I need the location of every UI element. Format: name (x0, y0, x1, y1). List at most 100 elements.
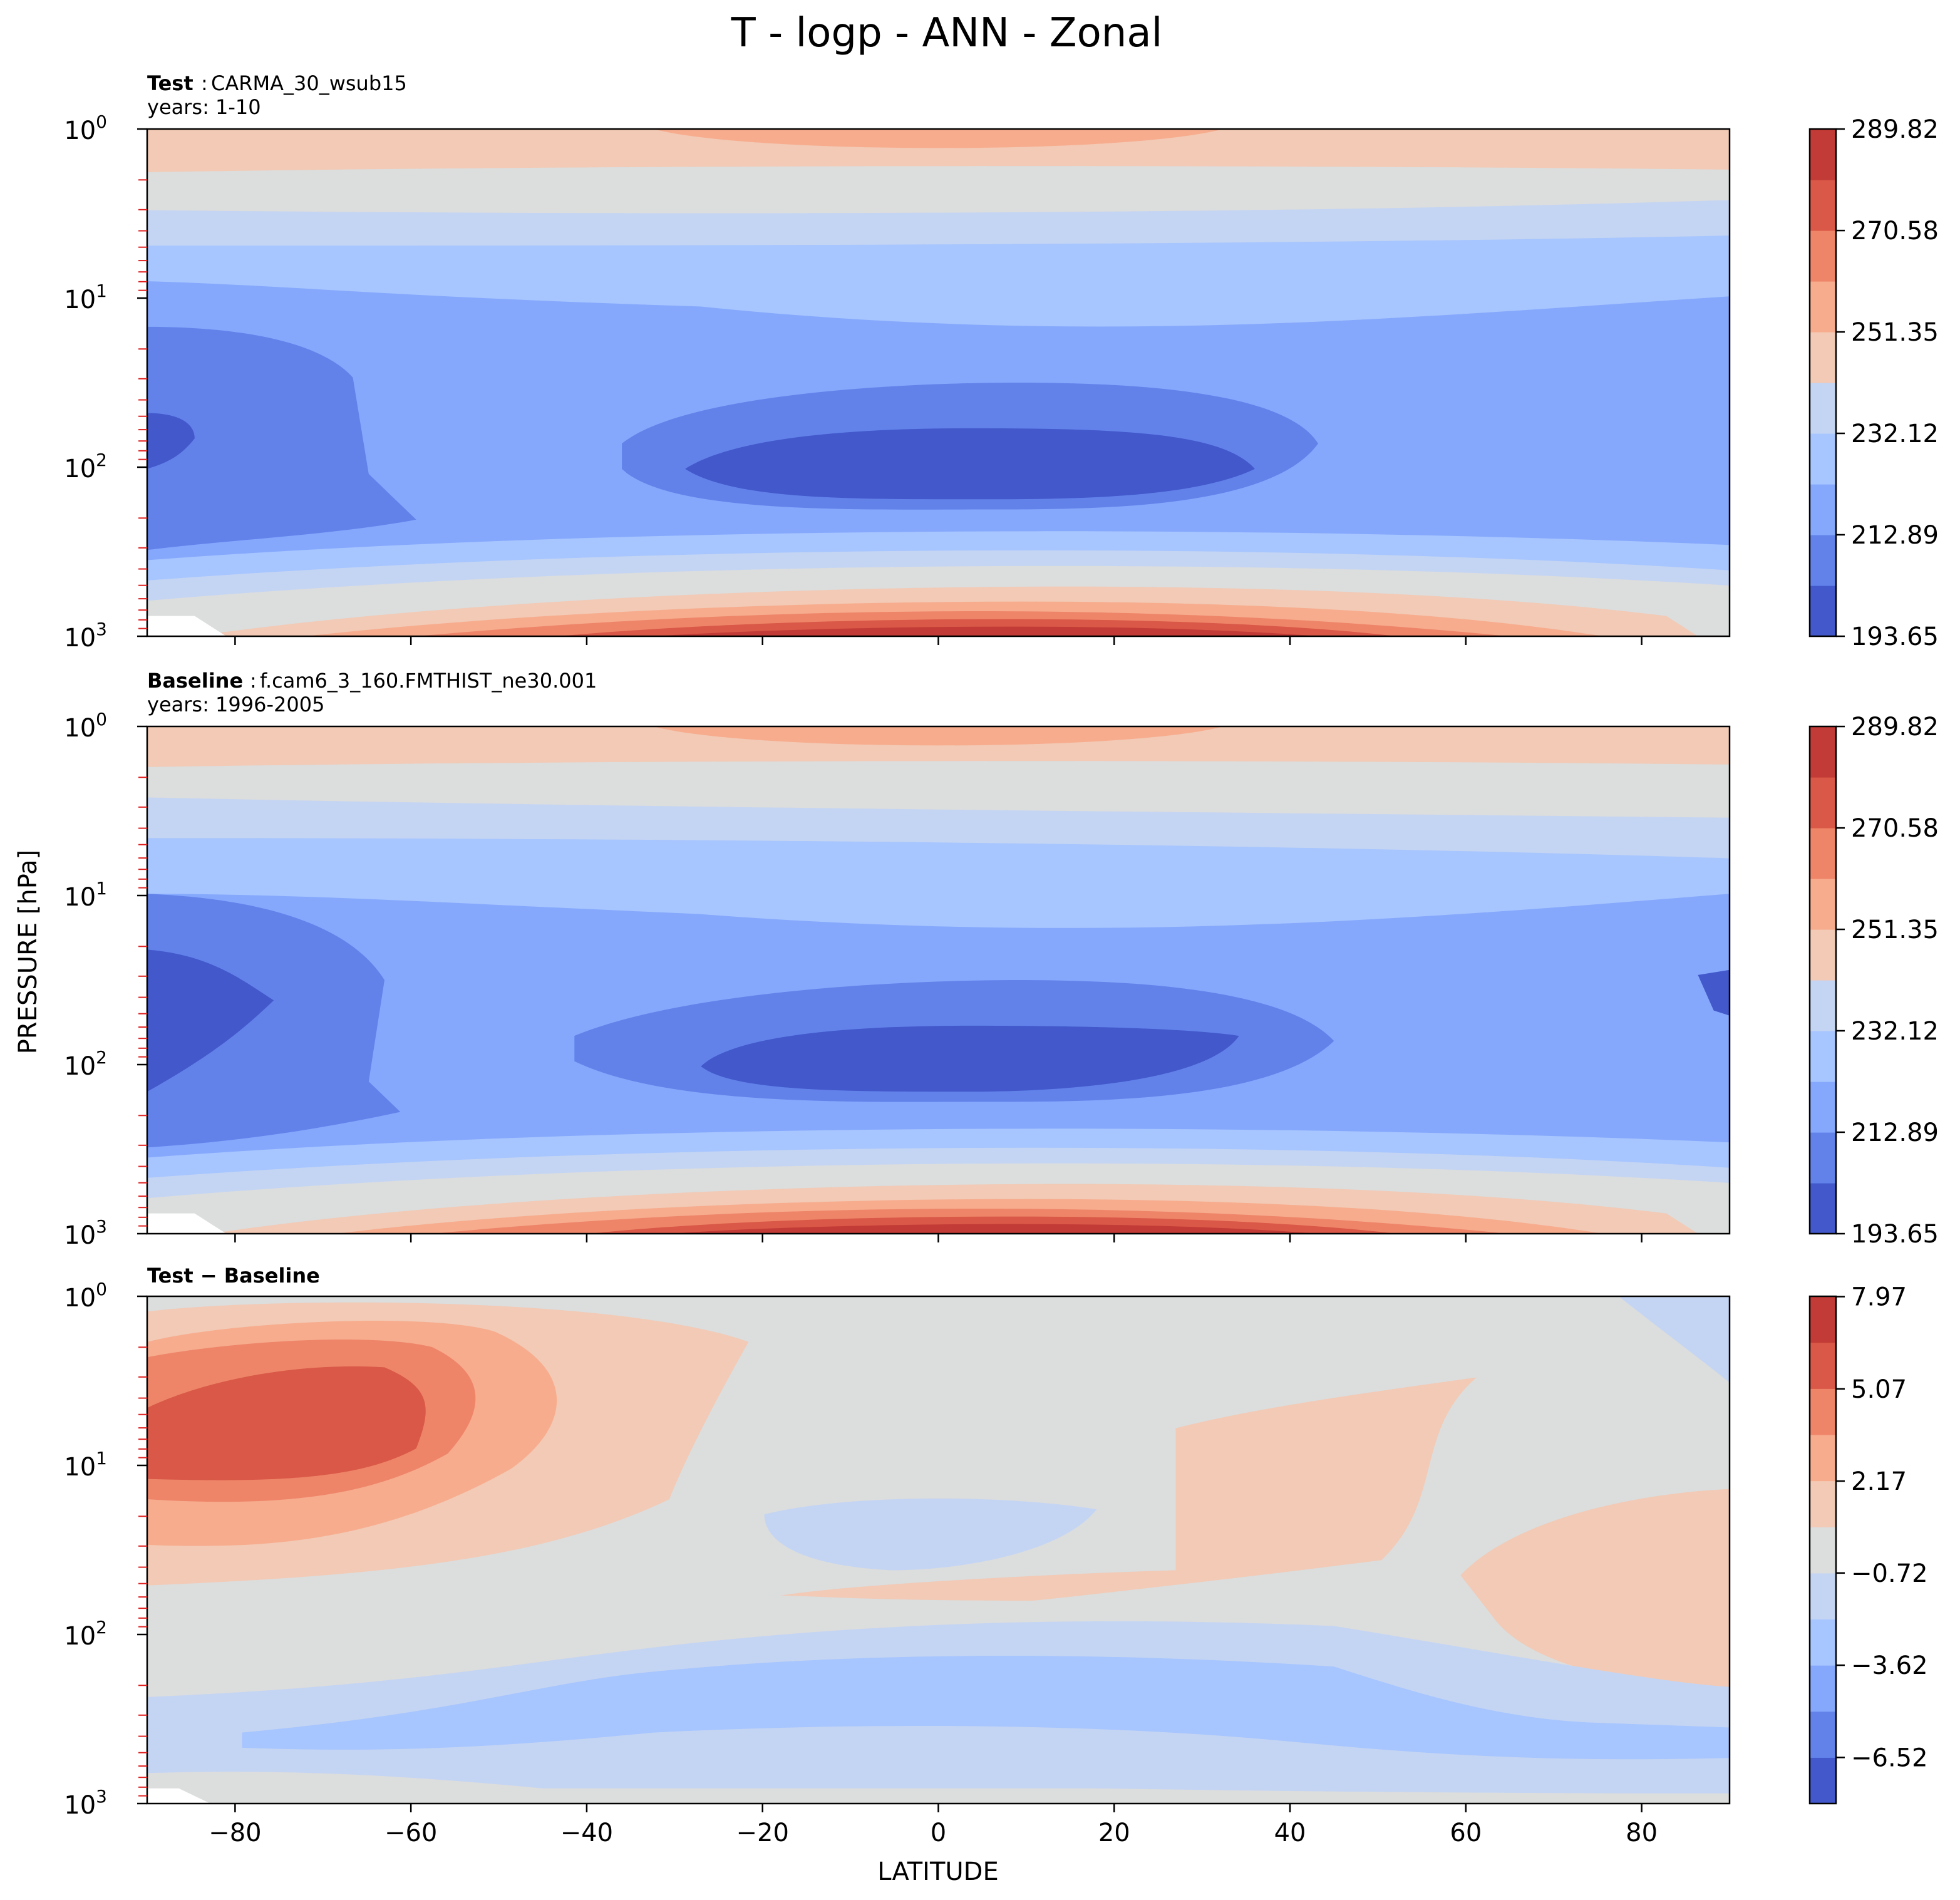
colorbar-segment (1810, 1183, 1836, 1234)
y-tick-exponent: 0 (96, 1279, 107, 1299)
colorbar-tick-label: 5.07 (1851, 1375, 1907, 1404)
y-tick-label: 101 (64, 878, 107, 912)
x-tick-label: −20 (736, 1819, 789, 1847)
colorbar-segment (1810, 1527, 1836, 1573)
colorbar-tick-label: 232.12 (1851, 420, 1939, 448)
colorbar-segment (1810, 1296, 1836, 1343)
colorbar-tick-label: 7.97 (1851, 1283, 1907, 1312)
colorbar-baseline: 193.65 212.89 232.12 251.35 270.58 289.82 (1810, 713, 1939, 1249)
colorbar-segment (1810, 383, 1836, 434)
colorbar-segment (1810, 879, 1836, 930)
panel-label: Test (147, 71, 193, 95)
y-tick-exponent: 2 (96, 1617, 107, 1638)
colorbar-tick-label: 289.82 (1851, 115, 1939, 144)
colorbar-segment (1810, 535, 1836, 586)
colorbar-segment (1810, 281, 1836, 333)
colorbar-segment (1810, 1757, 1836, 1804)
y-tick-exponent: 2 (96, 450, 107, 470)
y-tick-label: 101 (64, 281, 107, 314)
colorbar-segment (1810, 586, 1836, 637)
colorbar-tick-label: 251.35 (1851, 318, 1939, 347)
y-tick-exponent: 3 (96, 619, 107, 639)
x-tick-label: −80 (209, 1819, 261, 1847)
colorbar-segment (1810, 828, 1836, 879)
colorbar-segment (1810, 230, 1836, 282)
contour-fill-baseline (147, 726, 1730, 1234)
colorbar-segment (1810, 777, 1836, 829)
panel-label-separator: : (250, 669, 257, 693)
colorbar-tick-label: −0.72 (1851, 1559, 1928, 1588)
x-tick-label: 20 (1098, 1819, 1130, 1847)
colorbar-tick-label: 270.58 (1851, 217, 1939, 245)
colorbar-tick-label: −3.62 (1851, 1651, 1928, 1680)
y-tick-exponent: 1 (96, 1448, 107, 1469)
x-tick-label: −40 (560, 1819, 613, 1847)
y-tick-label: 102 (64, 1047, 107, 1081)
panel-years: years: 1-10 (147, 95, 261, 119)
colorbar-tick-label: 251.35 (1851, 916, 1939, 944)
colorbar-segment (1810, 929, 1836, 981)
y-tick-exponent: 3 (96, 1216, 107, 1237)
colorbar-segment (1810, 484, 1836, 535)
x-tick-label: 80 (1626, 1819, 1658, 1847)
colorbar-segment (1810, 1712, 1836, 1758)
colorbar-segment (1810, 332, 1836, 383)
colorbar-test: 193.65 212.89 232.12 251.35 270.58 289.82 (1810, 115, 1939, 651)
panel-label: Baseline (147, 669, 243, 693)
colorbar-segment (1810, 980, 1836, 1031)
contour-fill-difference (147, 1296, 1730, 1804)
y-tick-label: 102 (64, 1617, 107, 1651)
y-tick-label: 100 (64, 111, 107, 145)
panel-label: Test − Baseline (147, 1264, 320, 1288)
colorbar-segment (1810, 1481, 1836, 1527)
colorbar-tick-label: 193.65 (1851, 1220, 1939, 1249)
panel-case-name: CARMA_30_wsub15 (211, 71, 407, 95)
y-tick-label: 101 (64, 1448, 107, 1482)
figure: T - logp - ANN - Zonal 100101102103Test:… (0, 0, 1960, 1900)
y-tick-label: 100 (64, 1279, 107, 1313)
colorbar-segment (1810, 1435, 1836, 1481)
y-tick-label: 103 (64, 1786, 107, 1820)
colorbar-segment (1810, 1665, 1836, 1712)
colorbar-tick-label: 193.65 (1851, 622, 1939, 651)
colorbar-segment (1810, 726, 1836, 778)
panel-years: years: 1996-2005 (147, 693, 324, 716)
colorbar-tick-label: 212.89 (1851, 521, 1939, 550)
colorbar-difference: −6.52 −3.62 −0.72 2.17 5.07 7.97 (1810, 1283, 1928, 1804)
colorbar-segment (1810, 433, 1836, 485)
panel-label-separator: : (201, 71, 208, 95)
x-tick-label: 60 (1450, 1819, 1482, 1847)
colorbar-segment (1810, 1031, 1836, 1082)
y-tick-exponent: 2 (96, 1047, 107, 1068)
y-tick-label: 100 (64, 709, 107, 743)
colorbar-tick-label: 2.17 (1851, 1467, 1907, 1496)
contour-fill-test (147, 129, 1730, 636)
colorbar-tick-label: −6.52 (1851, 1743, 1928, 1772)
panel-case-name: f.cam6_3_160.FMTHIST_ne30.001 (260, 669, 597, 693)
y-tick-exponent: 0 (96, 709, 107, 730)
figure-title: T - logp - ANN - Zonal (731, 10, 1163, 56)
y-tick-exponent: 3 (96, 1786, 107, 1807)
colorbar-tick-label: 232.12 (1851, 1017, 1939, 1046)
panel-baseline: 100 101 102 103 Baseline: f.cam6_3_160.FMTHIS… (64, 669, 1939, 1250)
colorbar-segment (1810, 1388, 1836, 1435)
colorbar-segment (1810, 180, 1836, 231)
colorbar-segment (1810, 1132, 1836, 1184)
colorbar-segment (1810, 129, 1836, 180)
colorbar-tick-label: 270.58 (1851, 814, 1939, 843)
colorbar-segment (1810, 1082, 1836, 1133)
colorbar-tick-label: 212.89 (1851, 1118, 1939, 1147)
panels: 100101102103Test: CARMA_30_wsub15years: 1… (64, 71, 1939, 1847)
y-tick-label: 103 (64, 619, 107, 653)
colorbar-segment (1810, 1343, 1836, 1389)
x-tick-label: 40 (1274, 1819, 1306, 1847)
y-tick-label: 102 (64, 450, 107, 483)
y-tick-label: 103 (64, 1216, 107, 1250)
colorbar-segment (1810, 1573, 1836, 1619)
x-tick-label: −60 (384, 1819, 437, 1847)
y-tick-exponent: 0 (96, 111, 107, 132)
colorbar-segment (1810, 1619, 1836, 1665)
x-tick-label: 0 (931, 1819, 946, 1847)
